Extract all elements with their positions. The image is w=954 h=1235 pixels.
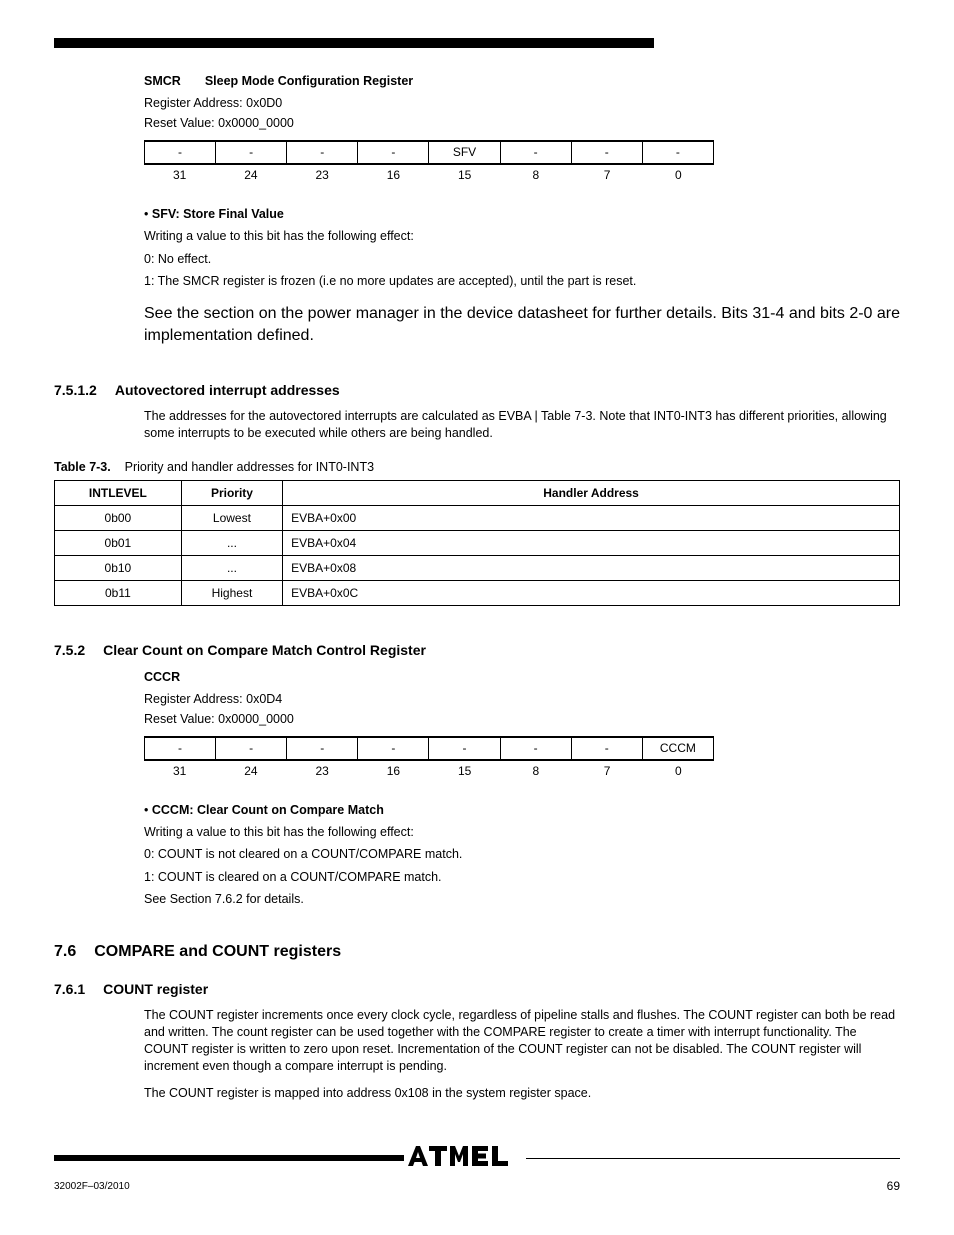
smcr-address: Register Address: 0x0D0	[144, 96, 900, 110]
bit-num: 8	[500, 764, 571, 778]
def-head: CCCM: Clear Count on Compare Match	[152, 803, 384, 817]
def-line: Writing a value to this bit has the foll…	[144, 228, 900, 244]
smcr-bit-cell: -	[571, 141, 642, 164]
cccr-bit-cell: -	[429, 737, 500, 760]
cell: 0b00	[55, 505, 182, 530]
bullet: •	[144, 207, 148, 221]
bit-num: 7	[572, 764, 643, 778]
bit-num: 0	[643, 764, 714, 778]
bit-num: 24	[215, 168, 286, 182]
bit-num: 7	[572, 168, 643, 182]
smcr-bit-cell: -	[216, 141, 287, 164]
smcr-bit-definitions: • SFV: Store Final Value Writing a value…	[144, 206, 900, 289]
table-row: 0b11 Highest EVBA+0x0C	[55, 580, 900, 605]
section-7-5-1-2-body: The addresses for the autovectored inter…	[54, 408, 900, 442]
smcr-bit-cell: -	[358, 141, 429, 164]
bit-num: 23	[287, 168, 358, 182]
table-row: 0b10 ... EVBA+0x08	[55, 555, 900, 580]
bit-num: 16	[358, 764, 429, 778]
cell: EVBA+0x0C	[283, 580, 900, 605]
cccr-abbrev: CCCR	[144, 670, 180, 684]
smcr-bit-cell: -	[642, 141, 713, 164]
cccr-bit-cell: -	[500, 737, 571, 760]
cccr-bit-cell: CCCM	[642, 737, 713, 760]
bit-num: 15	[429, 168, 500, 182]
smcr-bit-cell: -	[287, 141, 358, 164]
footer-rule	[54, 1142, 900, 1175]
cell: Lowest	[181, 505, 282, 530]
cccr-bit-cell: -	[216, 737, 287, 760]
cccr-bit-table: - - - - - - - CCCM	[144, 736, 714, 761]
section-7-6-1-title: COUNT register	[103, 981, 208, 997]
cell: EVBA+0x08	[283, 555, 900, 580]
int-table: INTLEVEL Priority Handler Address 0b00 L…	[54, 480, 900, 606]
def-line: 0: No effect.	[144, 251, 900, 267]
cccr-bit-cell: -	[571, 737, 642, 760]
cell: ...	[181, 555, 282, 580]
section-7-6-title: COMPARE and COUNT registers	[94, 943, 341, 961]
cccr-reset-value: Reset Value: 0x0000_0000	[144, 712, 900, 726]
def-line: Writing a value to this bit has the foll…	[144, 824, 900, 840]
section-7-5-2-title: Clear Count on Compare Match Control Reg…	[103, 642, 426, 658]
int-col-2: Handler Address	[283, 480, 900, 505]
cccr-bit-cell: -	[145, 737, 216, 760]
top-rule	[54, 38, 654, 48]
smcr-reset-value: Reset Value: 0x0000_0000	[144, 116, 900, 130]
section-7-6-body2: The COUNT register is mapped into addres…	[54, 1085, 900, 1102]
cccr-address: Register Address: 0x0D4	[144, 692, 900, 706]
int-table-caption: Table 7-3.	[54, 460, 111, 474]
bit-num: 16	[358, 168, 429, 182]
def-line: 1: COUNT is cleared on a COUNT/COMPARE m…	[144, 869, 900, 885]
smcr-bit-table: - - - - SFV - - -	[144, 140, 714, 165]
def-line: 1: The SMCR register is frozen (i.e no m…	[144, 273, 900, 289]
bit-num: 31	[144, 764, 215, 778]
table-row: 0b00 Lowest EVBA+0x00	[55, 505, 900, 530]
bit-num: 8	[500, 168, 571, 182]
section-7-6-body1: The COUNT register increments once every…	[54, 1007, 900, 1075]
section-7-5-1-2-num: 7.5.1.2	[54, 382, 97, 398]
section-7-6-1-num: 7.6.1	[54, 981, 85, 997]
footer-doc-code: 32002F–03/2010	[54, 1181, 900, 1192]
atmel-logo-icon	[406, 1142, 516, 1175]
bit-num: 23	[287, 764, 358, 778]
cell: ...	[181, 530, 282, 555]
cell: EVBA+0x00	[283, 505, 900, 530]
bit-num: 31	[144, 168, 215, 182]
smcr-bit-cell: SFV	[429, 141, 500, 164]
cccr-bit-cell: -	[287, 737, 358, 760]
bullet: •	[144, 803, 148, 817]
cccr-bit-definitions: • CCCM: Clear Count on Compare Match Wri…	[144, 802, 900, 907]
int-col-1: Priority	[181, 480, 282, 505]
section-7-5-1-2-title: Autovectored interrupt addresses	[115, 382, 340, 398]
cell: 0b01	[55, 530, 182, 555]
smcr-note: See the section on the power manager in …	[144, 303, 900, 346]
cell: Highest	[181, 580, 282, 605]
def-line: 0: COUNT is not cleared on a COUNT/COMPA…	[144, 846, 900, 862]
table-row: 0b01 ... EVBA+0x04	[55, 530, 900, 555]
bit-num: 0	[643, 168, 714, 182]
int-table-caption-text: Priority and handler addresses for INT0-…	[125, 460, 374, 474]
bit-num: 24	[215, 764, 286, 778]
smcr-title: Sleep Mode Configuration Register	[205, 74, 413, 88]
def-line: See Section 7.6.2 for details.	[144, 891, 900, 907]
smcr-bit-cell: -	[145, 141, 216, 164]
smcr-abbrev: SMCR	[144, 74, 181, 88]
cccr-bit-cell: -	[358, 737, 429, 760]
cell: EVBA+0x04	[283, 530, 900, 555]
int-col-0: INTLEVEL	[55, 480, 182, 505]
def-head: SFV: Store Final Value	[152, 207, 284, 221]
cccr-bit-nums: 31 24 23 16 15 8 7 0	[144, 764, 714, 778]
smcr-bit-nums: 31 24 23 16 15 8 7 0	[144, 168, 714, 182]
cell: 0b10	[55, 555, 182, 580]
bit-num: 15	[429, 764, 500, 778]
page-number: 69	[887, 1179, 900, 1193]
section-7-5-2-num: 7.5.2	[54, 642, 85, 658]
section-7-6-num: 7.6	[54, 943, 76, 961]
cell: 0b11	[55, 580, 182, 605]
smcr-bit-cell: -	[500, 141, 571, 164]
